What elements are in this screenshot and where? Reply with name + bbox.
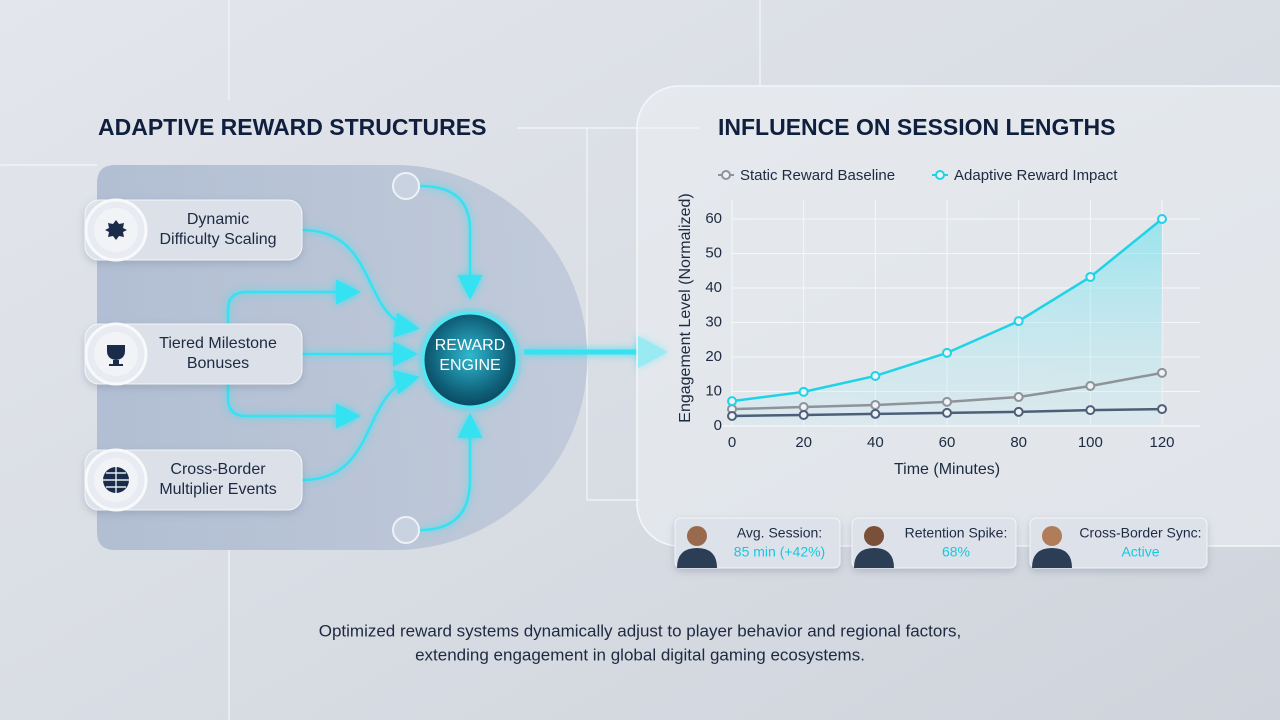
y-tick-label: 60	[705, 210, 722, 227]
y-tick-label: 30	[705, 313, 722, 330]
stat-label: Avg. Session:	[737, 525, 822, 541]
stat-card	[851, 517, 1017, 569]
caption: Optimized reward systems dynamically adj…	[319, 621, 962, 640]
x-tick-label: 40	[867, 434, 884, 451]
data-point	[1085, 405, 1096, 416]
legend-swatch	[721, 170, 731, 180]
data-point	[1013, 406, 1024, 417]
decor-lines	[0, 0, 761, 720]
node-label: Dynamic	[187, 211, 249, 228]
node-group: Dynamic Difficulty Scaling Tiered Mileston…	[84, 198, 303, 512]
data-point	[798, 386, 809, 397]
node-icon	[103, 467, 129, 493]
diagram-title: ADAPTIVE REWARD STRUCTURES	[98, 114, 486, 140]
x-tick-label: 0	[728, 434, 736, 451]
y-tick-label: 10	[705, 382, 722, 399]
avatar-head	[1042, 526, 1062, 546]
stat-label: Cross-Border Sync:	[1079, 525, 1201, 541]
avatar-head	[864, 526, 884, 546]
x-tick-label: 60	[939, 434, 956, 451]
avatar-body	[1032, 548, 1072, 568]
caption: extending engagement in global digital g…	[415, 645, 865, 664]
data-point	[1013, 392, 1024, 403]
stat-cards: Avg. Session: 85 min (+42%) Retention Spik…	[674, 517, 1208, 569]
stat-value: 68%	[942, 544, 970, 560]
y-tick-label: 0	[714, 417, 722, 434]
data-point	[1157, 404, 1167, 415]
data-point	[1013, 316, 1024, 327]
stat-card	[674, 517, 841, 569]
data-point	[870, 370, 881, 381]
data-point	[798, 402, 809, 413]
y-axis-label: Engagement Level (Normalized)	[677, 193, 694, 422]
data-point	[727, 410, 737, 421]
node-label: Multiplier Events	[159, 481, 276, 498]
stat-label: Retention Spike:	[905, 525, 1008, 541]
chart-title: INFLUENCE ON SESSION LENGTHS	[718, 114, 1115, 140]
avatar-body	[854, 548, 894, 568]
engine-label: REWARD	[435, 337, 506, 354]
data-point	[942, 347, 952, 358]
connector-node	[392, 516, 420, 544]
data-point	[870, 408, 881, 419]
x-tick-label: 20	[795, 434, 812, 451]
node-label: Cross-Border	[170, 461, 266, 478]
data-point	[942, 396, 952, 407]
data-point	[1157, 367, 1167, 378]
y-tick-label: 50	[705, 244, 722, 261]
y-tick-label: 40	[705, 279, 722, 296]
node-icon	[105, 220, 127, 240]
data-point	[1085, 380, 1096, 391]
x-tick-label: 80	[1010, 434, 1027, 451]
data-point	[727, 396, 737, 407]
stat-value: Active	[1121, 544, 1159, 560]
node-icon	[107, 345, 125, 366]
legend-swatch	[935, 170, 945, 180]
legend-label: Adaptive Reward Impact	[954, 167, 1118, 184]
x-tick-label: 100	[1078, 434, 1103, 451]
chart: 0 10 20 30 40 50 60 0 20 40 60 80 100 120 Static Rewar…	[705, 167, 1200, 451]
y-tick-label: 20	[705, 348, 722, 365]
node-label: Difficulty Scaling	[159, 231, 276, 248]
data-point	[798, 409, 809, 420]
avatar-body	[677, 548, 717, 568]
data-point	[870, 399, 881, 410]
data-point	[942, 407, 952, 418]
node-label: Bonuses	[187, 355, 249, 372]
legend-label: Static Reward Baseline	[740, 167, 895, 184]
engine-label: ENGINE	[439, 357, 500, 374]
connector-node	[392, 172, 420, 200]
node-label: Tiered Milestone	[159, 335, 277, 352]
area-fill	[732, 219, 1162, 426]
reward-engine	[421, 311, 519, 409]
stat-value: 85 min (+42%)	[734, 544, 825, 560]
data-point	[1157, 214, 1167, 224]
x-axis-label: Time (Minutes)	[894, 461, 1000, 478]
data-point	[1085, 271, 1096, 282]
stat-card	[1029, 517, 1208, 569]
x-tick-label: 120	[1149, 434, 1174, 451]
avatar-head	[687, 526, 707, 546]
connectors	[226, 184, 483, 532]
